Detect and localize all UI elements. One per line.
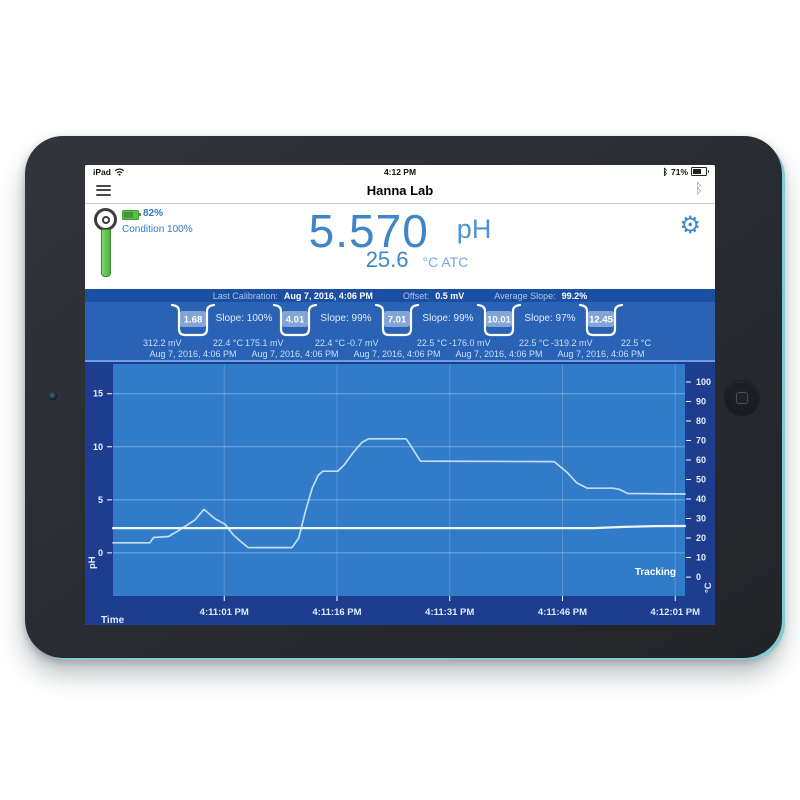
buffer-mv: 312.2 mV [143,338,182,348]
right-axis-title: °C [703,582,714,593]
temp-unit-label: °C ATC [422,254,469,270]
wifi-icon [114,168,125,176]
svg-text:4:11:46 PM: 4:11:46 PM [538,607,587,618]
svg-text:60: 60 [696,455,706,465]
front-camera-icon [49,392,57,400]
svg-text:4:11:01 PM: 4:11:01 PM [200,607,249,618]
buffer-date: Aug 7, 2016, 4:06 PM [251,349,339,359]
svg-text:4:11:16 PM: 4:11:16 PM [312,607,361,618]
ph-value: 5.570 [308,205,429,257]
svg-text:90: 90 [696,396,706,406]
probe-condition: Condition 100% [122,224,193,235]
svg-text:1.68: 1.68 [184,315,203,326]
svg-text:7.01: 7.01 [388,315,407,326]
svg-text:12.45: 12.45 [589,315,613,326]
offset-value: 0.5 mV [435,290,465,301]
avg-slope-label: Average Slope: [494,290,556,301]
svg-text:4.01: 4.01 [286,315,305,326]
app-title: Hanna Lab [366,183,434,198]
svg-text:50: 50 [696,475,706,485]
svg-text:4:12:01 PM: 4:12:01 PM [650,607,700,618]
status-bar: iPad 4:12 PM ᛒ 71% [85,165,715,178]
buffer-slope-label: Slope: 97% [524,313,576,324]
buffer-temp: 22.5 °C [620,338,651,348]
probe-battery-pct: 82% [143,208,164,219]
chart-section[interactable]: 0 5 10 15 0 10 20 30 40 50 60 70 80 90 100 4:11:01 PM 4:… [85,362,715,625]
buffer-slope-label: Slope: 99% [320,313,372,324]
buffer-mv: -0.7 mV [347,338,379,348]
x-axis-title: Time [101,615,125,625]
svg-text:5: 5 [98,495,103,505]
last-calibration-date: Aug 7, 2016, 4:06 PM [283,290,373,301]
buffer-temp: 22.5 °C [416,338,447,348]
buffer-date: Aug 7, 2016, 4:06 PM [557,349,645,359]
trend-chart[interactable]: 0 5 10 15 0 10 20 30 40 50 60 70 80 90 100 4:11:01 PM 4:… [85,362,715,625]
buffer-mv: -319.2 mV [551,338,593,348]
probe-battery-icon [122,210,141,220]
ph-reading: 5.570 pH 25.6 °C ATC [85,208,715,273]
status-battery-icon [691,167,709,176]
status-bluetooth-icon: ᛒ [662,166,668,177]
svg-text:70: 70 [696,435,706,445]
svg-text:0: 0 [98,548,103,558]
svg-text:30: 30 [696,514,706,524]
status-time: 4:12 PM [383,166,417,177]
status-device-label: iPad [93,166,111,177]
offset-label: Offset: [402,290,430,301]
buffer-date: Aug 7, 2016, 4:06 PM [353,349,441,359]
bluetooth-icon[interactable]: ᛒ [694,180,703,196]
svg-text:40: 40 [696,494,706,504]
buffer-info: 312.2 mV 22.4 °C Aug 7, 2016, 4:06 PM [138,338,248,359]
buffer-beaker-icon[interactable]: 12.45 [577,303,625,338]
temp-value: 25.6 [365,247,409,272]
buffer-temp: 22.5 °C [518,338,549,348]
status-battery-pct: 71% [670,166,688,177]
menu-icon[interactable] [96,185,111,198]
buffer-info: -319.2 mV 22.5 °C Aug 7, 2016, 4:06 PM [546,338,656,359]
buffer-slope-label: Slope: 99% [422,313,474,324]
buffer-beaker-icon[interactable]: 10.01 [475,303,523,338]
buffer-mv: -176.0 mV [449,338,491,348]
svg-text:15: 15 [93,389,103,399]
buffer-beaker-icon[interactable]: 1.68 [169,303,217,338]
tracking-label: Tracking [635,567,676,578]
buffer-info: 175.1 mV 22.4 °C Aug 7, 2016, 4:06 PM [240,338,350,359]
last-calibration-label: Last Calibration: [212,290,278,301]
home-button[interactable] [725,381,759,415]
svg-text:10: 10 [696,553,706,563]
buffer-beaker-icon[interactable]: 7.01 [373,303,421,338]
buffer-temp: 22.4 °C [314,338,345,348]
svg-text:10.01: 10.01 [487,315,511,326]
svg-text:10: 10 [93,442,103,452]
settings-gear-icon[interactable]: ⚙ [679,212,701,239]
ph-unit-label: pH [456,214,492,244]
svg-text:4:11:31 PM: 4:11:31 PM [425,607,474,618]
buffer-info: -176.0 mV 22.5 °C Aug 7, 2016, 4:06 PM [444,338,554,359]
screen: iPad 4:12 PM ᛒ 71% Hanna Lab ᛒ [85,165,715,625]
calibration-strip: Last Calibration: Aug 7, 2016, 4:06 PM O… [85,289,715,302]
svg-text:20: 20 [696,533,706,543]
electrode-stem-icon [101,229,111,277]
svg-text:80: 80 [696,416,706,426]
buffer-section: 1.68 312.2 mV 22.4 °C Aug 7, 2016, 4:06 PM 4… [85,302,715,362]
nav-bar: Hanna Lab ᛒ [85,178,715,204]
buffer-date: Aug 7, 2016, 4:06 PM [455,349,543,359]
buffer-info: -0.7 mV 22.5 °C Aug 7, 2016, 4:06 PM [342,338,452,359]
buffer-temp: 22.4 °C [212,338,243,348]
ipad-device: iPad 4:12 PM ᛒ 71% Hanna Lab ᛒ [25,136,782,658]
home-button-glyph [736,392,748,404]
svg-text:0: 0 [696,572,701,582]
reading-area: 82% Condition 100% 5.570 pH 25.6 °C ATC ⚙ [85,204,715,289]
svg-text:100: 100 [696,377,711,387]
buffer-slope-label: Slope: 100% [215,313,273,324]
left-axis-title: pH [87,556,98,569]
buffer-beaker-icon[interactable]: 4.01 [271,303,319,338]
buffer-date: Aug 7, 2016, 4:06 PM [149,349,237,359]
buffer-mv: 175.1 mV [245,338,284,348]
avg-slope-value: 99.2% [561,290,588,301]
